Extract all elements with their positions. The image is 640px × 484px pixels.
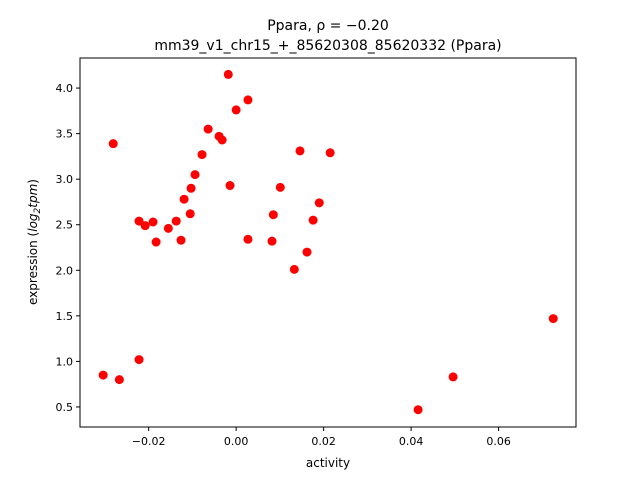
data-point — [171, 216, 181, 226]
x-axis-label: activity — [306, 456, 350, 470]
data-point — [275, 182, 285, 192]
data-point — [413, 405, 423, 415]
plot-frame — [79, 57, 577, 428]
y-tick-label: 4.0 — [56, 82, 74, 95]
y-tick-label: 3.5 — [56, 128, 74, 141]
y-tick-label: 2.0 — [56, 264, 74, 277]
data-point — [225, 181, 235, 191]
data-point — [190, 170, 200, 180]
data-point — [448, 372, 458, 382]
x-axis: −0.02 0.00 0.02 0.04 0.06 — [132, 427, 511, 448]
data-point — [308, 215, 318, 225]
y-axis-label: expression (log2tpm) — [26, 179, 43, 305]
data-point — [176, 235, 186, 245]
data-point — [203, 124, 213, 134]
y-label-math: log — [26, 213, 40, 232]
data-point — [325, 148, 335, 158]
data-point — [186, 183, 196, 193]
data-point — [548, 314, 558, 324]
y-label-prefix: expression ( — [26, 232, 40, 305]
data-point — [223, 69, 233, 79]
data-point — [267, 236, 277, 246]
data-point — [134, 355, 144, 365]
y-tick-label: 0.5 — [56, 401, 74, 414]
chart-title-line2: mm39_v1_chr15_+_85620308_85620332 (Ppara… — [154, 38, 501, 54]
data-point — [197, 150, 207, 160]
data-point — [179, 194, 189, 204]
data-point — [295, 146, 305, 156]
data-point — [289, 264, 299, 274]
data-point — [314, 198, 324, 208]
x-tick-label: −0.02 — [132, 435, 166, 448]
data-point — [302, 247, 312, 257]
x-tick-label: 0.04 — [399, 435, 424, 448]
data-point — [108, 139, 118, 149]
data-point — [98, 370, 108, 380]
data-points — [98, 69, 558, 415]
data-point — [163, 223, 173, 233]
data-point — [243, 234, 253, 244]
y-label-sub: 2 — [33, 207, 43, 213]
y-tick-label: 1.5 — [56, 310, 74, 323]
data-point — [134, 216, 144, 226]
y-tick-label: 3.0 — [56, 173, 74, 186]
x-tick-label: 0.02 — [311, 435, 336, 448]
data-point — [114, 375, 124, 385]
data-point — [268, 210, 278, 220]
data-point — [140, 221, 150, 231]
data-point — [217, 135, 227, 145]
y-label-suffix: ) — [26, 179, 40, 184]
chart-title-line1: Ppara, ρ = −0.20 — [267, 18, 389, 34]
y-tick-label: 1.0 — [56, 355, 74, 368]
x-tick-label: 0.00 — [224, 435, 249, 448]
x-tick-label: 0.06 — [486, 435, 511, 448]
y-tick-label: 2.5 — [56, 219, 74, 232]
data-point — [151, 237, 161, 247]
data-point — [243, 95, 253, 105]
data-point — [185, 209, 195, 219]
data-point — [231, 105, 241, 115]
y-axis: 0.5 1.0 1.5 2.0 2.5 3.0 3.5 4.0 — [56, 82, 80, 414]
data-point — [148, 217, 158, 227]
y-label-math2: tpm — [26, 184, 40, 208]
